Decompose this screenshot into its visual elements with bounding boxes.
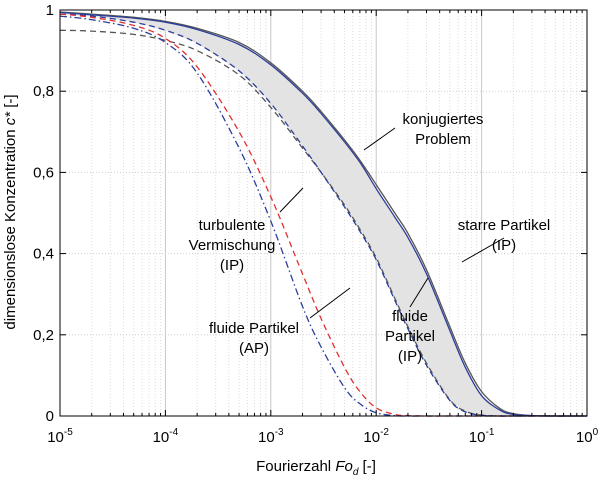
x-axis-title: Fourierzahl Fod [-] <box>256 458 376 478</box>
series-line-turbulente-ip <box>59 15 587 417</box>
y-tick-label: 0,8 <box>33 83 54 100</box>
leader-line-turbulente <box>279 187 304 213</box>
y-tick-label: 0,2 <box>33 327 54 344</box>
axis-ticks: 10-5 10-4 10-3 10-2 10-1 100 0 0,2 0,4 0,6 0,8 1 <box>33 2 598 446</box>
annotation-fluide-ap: fluide Partikel (AP) <box>209 320 299 357</box>
series-line-starre-ip <box>59 11 587 417</box>
x-tick-label: 10-5 <box>47 427 73 446</box>
series-line-fluide-ap <box>59 13 587 417</box>
y-tick-label: 1 <box>46 2 54 19</box>
series-line-starre-ip-upper <box>59 11 587 417</box>
x-tick-label: 10-1 <box>469 427 495 446</box>
leader-line-konjugiert <box>363 127 396 151</box>
y-tick-label: 0 <box>46 408 54 425</box>
annotation-starre: starre Partikel (IP) <box>458 217 551 254</box>
x-tick-label: 100 <box>576 427 599 446</box>
x-tick-label: 10-4 <box>153 427 179 446</box>
y-tick-label: 0,4 <box>33 246 54 263</box>
annotation-leaders <box>279 127 505 319</box>
y-tick-label: 0,6 <box>33 164 54 181</box>
y-axis-title: dimensionslose Konzentration c* [-] <box>2 94 19 329</box>
leader-line-fluide-ip <box>409 277 429 308</box>
leader-line-fluide-ap <box>309 287 351 319</box>
x-tick-label: 10-2 <box>363 427 389 446</box>
annotation-fluide-ip: fluide Partikel (IP) <box>385 308 435 365</box>
annotation-turbulente: turbulente Vermischung (IP) <box>189 217 276 274</box>
plot-frame <box>59 9 588 417</box>
annotation-konjugiert: konjugiertes Problem <box>403 111 484 148</box>
annotations: konjugiertes Problem starre Partikel (IP) fl… <box>189 111 551 365</box>
x-tick-label: 10-3 <box>258 427 284 446</box>
leader-line-starre <box>461 237 505 263</box>
